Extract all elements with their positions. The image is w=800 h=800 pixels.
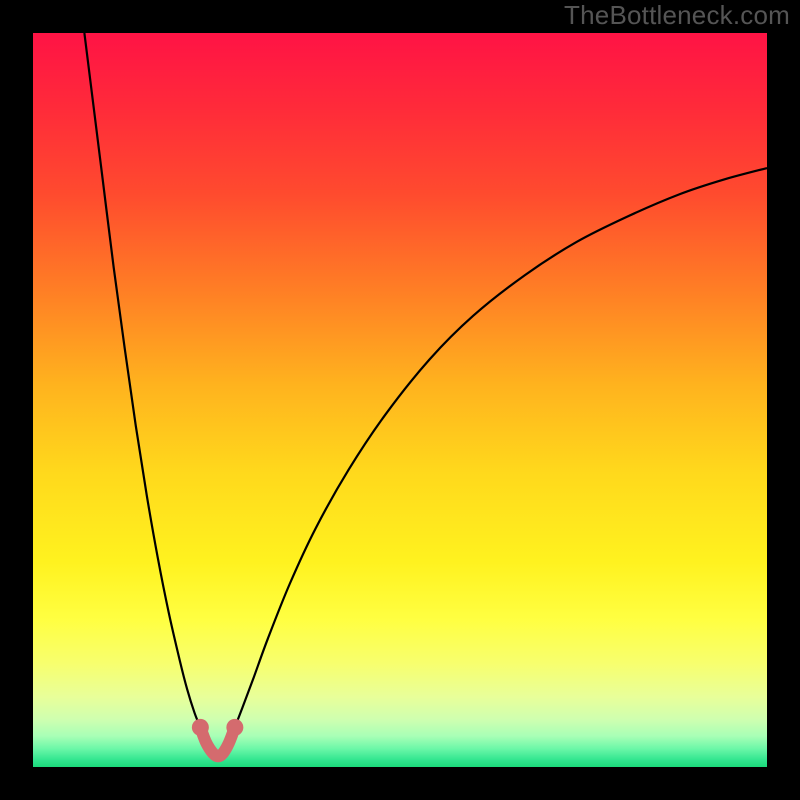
watermark-text: TheBottleneck.com [564, 0, 790, 31]
plot-background [33, 33, 767, 767]
bottleneck-chart [0, 0, 800, 800]
valley-endpoint-right [226, 719, 243, 736]
stage: TheBottleneck.com [0, 0, 800, 800]
valley-endpoint-left [192, 719, 209, 736]
